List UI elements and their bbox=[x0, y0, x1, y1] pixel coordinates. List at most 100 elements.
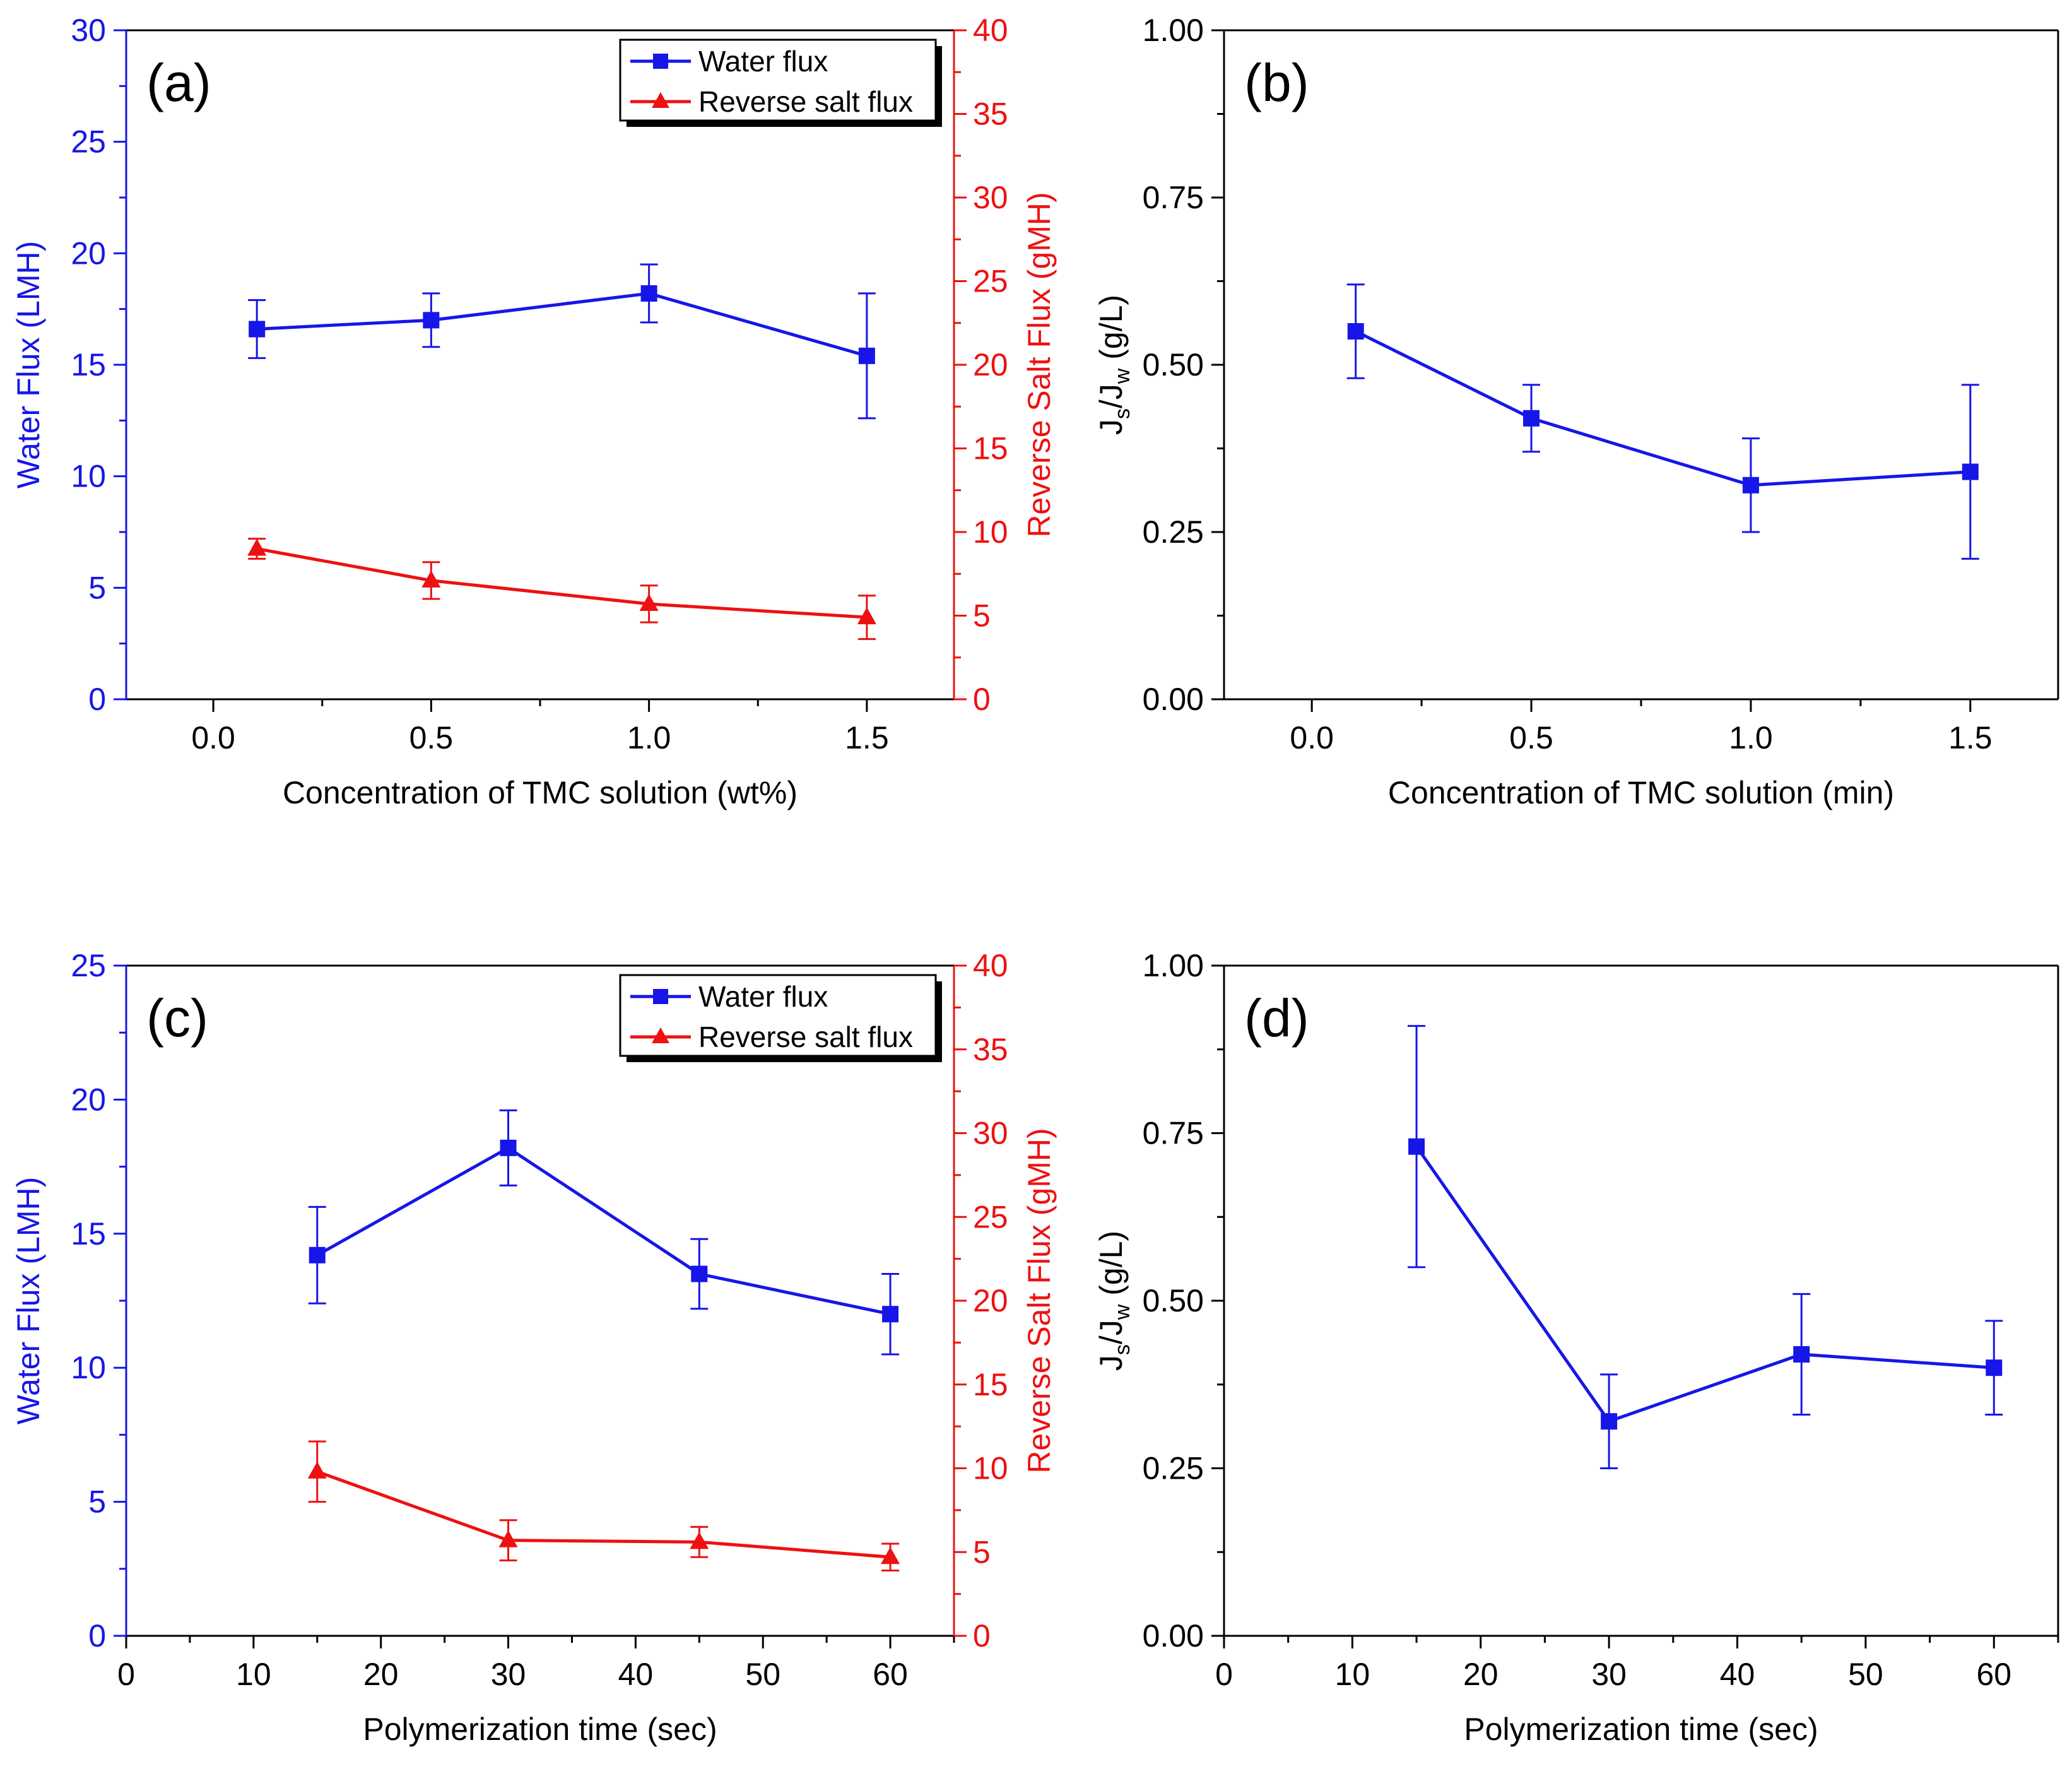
y2-tick-label: 35 bbox=[973, 97, 1008, 132]
y-axis-title: Water Flux (LMH) bbox=[11, 1177, 46, 1425]
y-axis-title-part: J bbox=[1093, 419, 1129, 435]
x-tick-label: 0.5 bbox=[409, 720, 454, 755]
y-tick-label: 0.00 bbox=[1143, 682, 1204, 717]
y-axis-title: Js/Jw (g/L) bbox=[1093, 295, 1134, 435]
panel-label: (a) bbox=[146, 53, 211, 112]
data-point bbox=[247, 538, 267, 556]
data-point bbox=[690, 1532, 709, 1549]
y2-tick-label: 5 bbox=[973, 598, 991, 634]
y-axis-title-part: (g/L) bbox=[1093, 1231, 1129, 1305]
y2-tick-label: 10 bbox=[973, 514, 1008, 550]
series-js-jw bbox=[1346, 283, 1979, 560]
y-tick-label: 15 bbox=[71, 1216, 106, 1251]
y2-tick-label: 40 bbox=[973, 948, 1008, 983]
legend-marker bbox=[653, 989, 668, 1004]
x-tick-label: 10 bbox=[236, 1657, 271, 1692]
y-tick-label: 0.00 bbox=[1143, 1618, 1204, 1654]
data-point bbox=[691, 1265, 708, 1282]
data-point bbox=[1347, 323, 1364, 340]
panel-a: 0.0 0.5 1.0 1.5 0 5 10 15 20 25 30 0 5 10 15 20 25 30 35 40… bbox=[11, 13, 1057, 810]
data-point bbox=[881, 1547, 900, 1565]
y-tick-label: 5 bbox=[88, 1484, 106, 1520]
series-line bbox=[316, 1470, 891, 1559]
legend: Water flux Reverse salt flux bbox=[619, 974, 942, 1062]
x-tick-label: 1.5 bbox=[845, 720, 889, 755]
x-tick-label: 1.0 bbox=[627, 720, 671, 755]
legend-box bbox=[619, 974, 937, 1057]
panel-d: 0 10 20 30 40 50 60 0.00 0.25 0.50 0.75 1.00 Polymer… bbox=[1093, 948, 2059, 1747]
y2-axis-title: Reverse Salt Flux (gMH) bbox=[1021, 1128, 1057, 1473]
data-point bbox=[882, 1306, 899, 1323]
series-line bbox=[316, 1145, 891, 1316]
data-point bbox=[1408, 1138, 1425, 1155]
series-water-flux bbox=[308, 1109, 900, 1356]
legend-label: Reverse salt flux bbox=[698, 1021, 913, 1053]
x-tick-label: 1.5 bbox=[1948, 720, 1993, 755]
y-tick-label: 0 bbox=[88, 682, 106, 717]
x-tick-label: 1.0 bbox=[1729, 720, 1773, 755]
panel-c: 0 10 20 30 40 50 60 0 5 10 15 20 25 0 5 10 15 20 25 30 35 40 P… bbox=[11, 948, 1057, 1747]
x-tick-label: 0 bbox=[1215, 1657, 1233, 1692]
y2-tick-label: 20 bbox=[973, 347, 1008, 382]
x-tick-label: 60 bbox=[1976, 1657, 2011, 1692]
panel-b: 0.0 0.5 1.0 1.5 0.00 0.25 0.50 0.75 1.00 Concentr… bbox=[1093, 13, 2059, 810]
y-axis-title-part: /J bbox=[1093, 384, 1129, 408]
data-point bbox=[249, 321, 266, 338]
y-tick-label: 0.50 bbox=[1143, 347, 1204, 382]
series-reverse-salt-flux bbox=[307, 1440, 900, 1571]
series-line bbox=[257, 292, 868, 358]
y2-tick-label: 25 bbox=[973, 264, 1008, 299]
y-axis-title-part: (g/L) bbox=[1093, 295, 1129, 369]
series-line bbox=[256, 547, 868, 619]
y2-tick-label: 30 bbox=[973, 180, 1008, 215]
x-tick-label: 0.5 bbox=[1509, 720, 1553, 755]
y-tick-label: 15 bbox=[71, 347, 106, 382]
y-tick-label: 30 bbox=[71, 13, 106, 48]
data-point bbox=[498, 1530, 518, 1547]
data-point bbox=[309, 1246, 326, 1263]
y-tick-label: 5 bbox=[88, 570, 106, 605]
data-point bbox=[307, 1461, 327, 1479]
legend-label: Water flux bbox=[698, 980, 828, 1013]
y-tick-label: 25 bbox=[71, 124, 106, 160]
y-axis-title-subscript: w bbox=[1110, 1304, 1134, 1320]
y-axis-title-subscript: s bbox=[1110, 1344, 1134, 1355]
y-axis-title-part: /J bbox=[1093, 1320, 1129, 1344]
x-tick-label: 10 bbox=[1335, 1657, 1370, 1692]
x-axis-title: Concentration of TMC solution (min) bbox=[1388, 775, 1894, 810]
x-tick-label: 30 bbox=[1591, 1657, 1627, 1692]
y-tick-label: 20 bbox=[71, 235, 106, 271]
y-tick-label: 1.00 bbox=[1143, 13, 1204, 48]
y2-tick-label: 35 bbox=[973, 1032, 1008, 1067]
y-tick-label: 10 bbox=[71, 459, 106, 494]
data-point bbox=[1523, 410, 1540, 427]
y2-axis-title: Reverse Salt Flux (gMH) bbox=[1021, 192, 1057, 537]
legend-label: Water flux bbox=[698, 45, 828, 78]
y2-tick-label: 20 bbox=[973, 1283, 1008, 1318]
data-point bbox=[1793, 1346, 1810, 1363]
legend: Water flux Reverse salt flux bbox=[619, 38, 942, 127]
y-axis-title-subscript: w bbox=[1110, 368, 1134, 384]
y2-tick-label: 15 bbox=[973, 431, 1008, 466]
x-tick-label: 20 bbox=[1463, 1657, 1498, 1692]
legend-marker bbox=[653, 54, 668, 69]
x-tick-label: 50 bbox=[745, 1657, 780, 1692]
series-line bbox=[1355, 329, 1970, 487]
x-tick-label: 60 bbox=[873, 1657, 908, 1692]
y-tick-label: 1.00 bbox=[1143, 948, 1204, 983]
y2-tick-label: 0 bbox=[973, 1618, 991, 1654]
x-tick-label: 40 bbox=[618, 1657, 654, 1692]
legend-marker bbox=[652, 1027, 669, 1043]
x-tick-label: 50 bbox=[1848, 1657, 1883, 1692]
series-water-flux bbox=[248, 263, 876, 420]
y-tick-label: 0.25 bbox=[1143, 1451, 1204, 1486]
series-reverse-salt-flux bbox=[247, 538, 876, 641]
data-point bbox=[858, 347, 875, 364]
data-point bbox=[1986, 1359, 2003, 1376]
x-axis-title: Concentration of TMC solution (wt%) bbox=[283, 775, 798, 810]
data-point bbox=[1601, 1413, 1618, 1430]
y-tick-label: 10 bbox=[71, 1350, 106, 1385]
legend-marker bbox=[652, 92, 669, 108]
data-point bbox=[640, 285, 657, 302]
y2-tick-label: 25 bbox=[973, 1199, 1008, 1234]
